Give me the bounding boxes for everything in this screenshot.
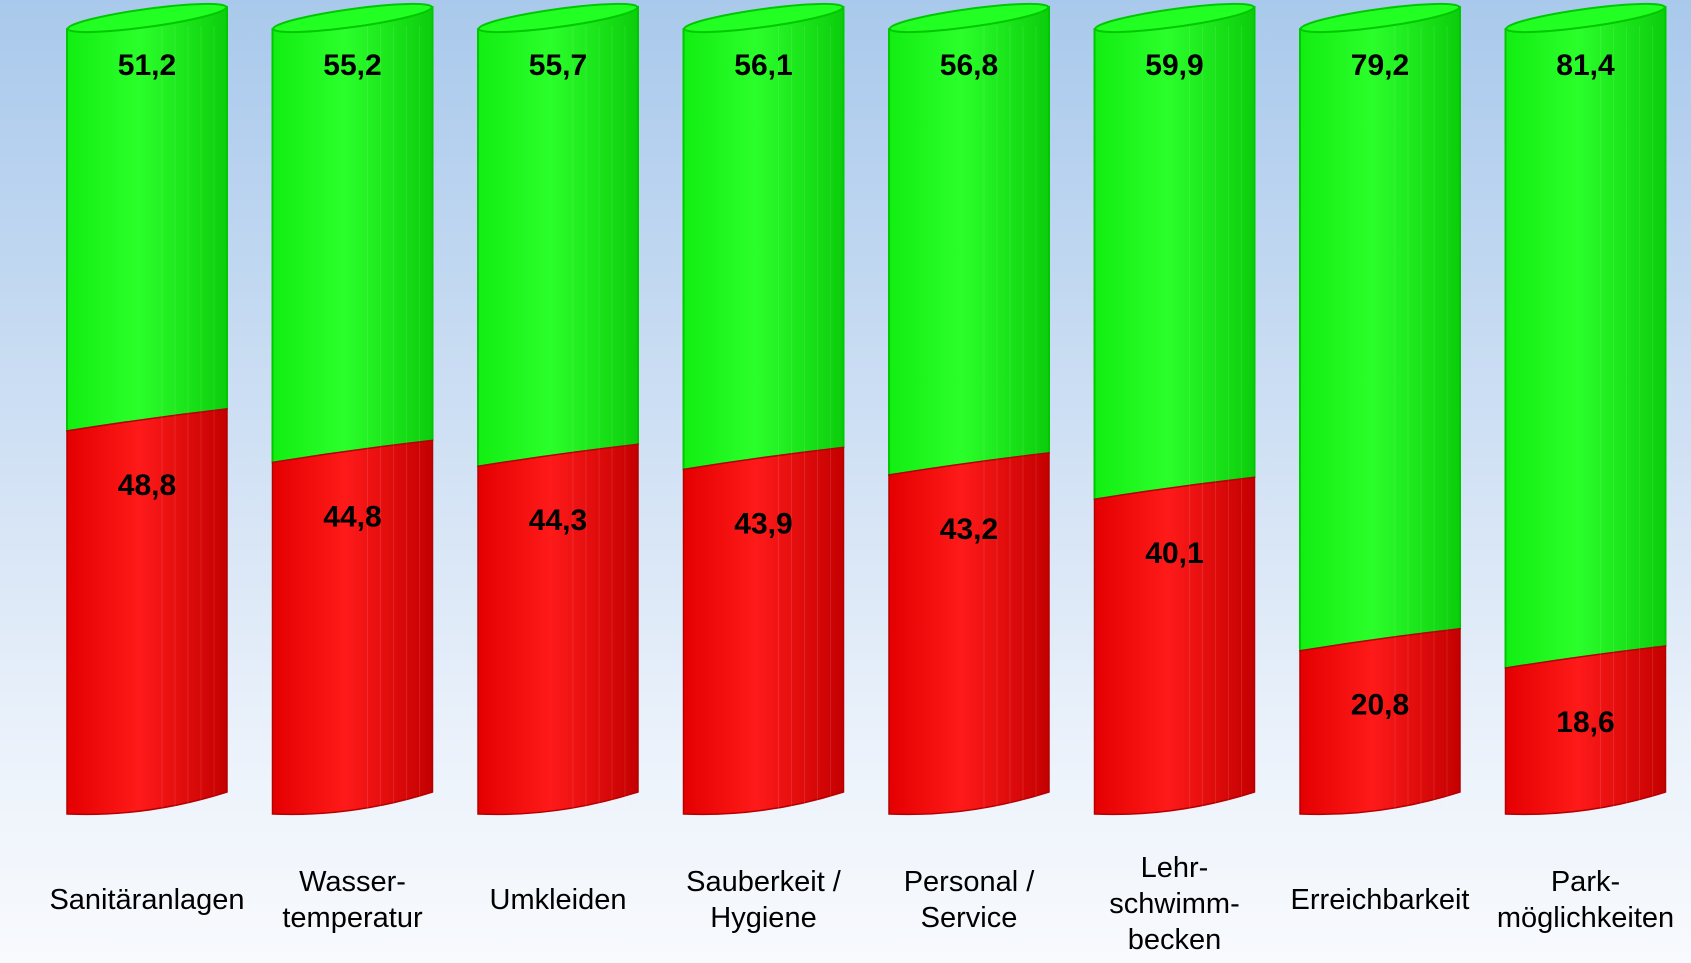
category-label-line: Sauberkeit / — [686, 866, 841, 898]
category-label-line: schwimm- — [1109, 888, 1240, 920]
category-label: Personal / Service — [869, 864, 1069, 936]
bar-group — [888, 2, 1050, 816]
bar-group — [477, 2, 639, 816]
bar-segment-red — [477, 443, 639, 816]
bar-top-cap — [888, 2, 1050, 34]
bar-segment-red — [1093, 476, 1256, 816]
bar-top-cap — [272, 2, 433, 34]
bar-top-cap — [1299, 2, 1461, 34]
data-label-red: 48,8 — [118, 469, 176, 502]
bar-segment-green — [1504, 5, 1667, 670]
bar-group — [271, 2, 434, 816]
bar-group — [682, 2, 845, 816]
bar-top-cap — [1505, 2, 1666, 34]
data-label-green: 55,7 — [529, 49, 587, 82]
category-label-line: Erreichbarkeit — [1290, 884, 1470, 916]
data-label-red: 43,9 — [734, 507, 792, 540]
category-label: Sanitäranlagen — [47, 882, 247, 918]
category-label-line: Service — [920, 902, 1018, 934]
data-label-green: 55,2 — [323, 49, 381, 82]
data-label-red: 44,8 — [323, 500, 381, 533]
data-label-green: 59,9 — [1145, 49, 1203, 82]
bar-group — [66, 2, 228, 816]
data-label-red: 20,8 — [1351, 689, 1409, 722]
bar-segment-red — [1504, 645, 1667, 816]
category-label: Park-möglichkeiten — [1486, 864, 1686, 936]
category-label: Wasser-temperatur — [253, 864, 453, 936]
bar-segment-green — [1299, 5, 1461, 653]
category-label: Erreichbarkeit — [1280, 882, 1480, 918]
category-label-line: Park- — [1550, 866, 1621, 898]
category-label: Lehr-schwimm-becken — [1075, 850, 1275, 958]
data-label-green: 79,2 — [1351, 49, 1409, 82]
bar-segment-red — [682, 446, 845, 816]
data-label-green: 81,4 — [1556, 49, 1615, 82]
category-label-line: Hygiene — [710, 902, 817, 934]
bar-segment-red — [271, 439, 434, 816]
data-label-red: 44,3 — [529, 504, 587, 537]
bar-segment-red — [1299, 627, 1461, 816]
category-label-line: Personal / — [903, 866, 1035, 898]
data-label-red: 43,2 — [940, 513, 998, 546]
data-label-green: 56,1 — [734, 49, 792, 82]
category-label-line: möglichkeiten — [1496, 902, 1675, 934]
bar-top-cap — [66, 2, 228, 34]
data-label-red: 40,1 — [1145, 537, 1203, 570]
bar-group — [1299, 2, 1461, 816]
category-label-line: becken — [1127, 924, 1222, 956]
category-label: Umkleiden — [458, 882, 658, 918]
category-label-line: Wasser- — [299, 866, 406, 898]
data-label-red: 18,6 — [1556, 706, 1614, 739]
bar-group — [1093, 2, 1256, 816]
bar-top-cap — [1094, 2, 1255, 34]
category-label: Sauberkeit / Hygiene — [664, 864, 864, 936]
bar-segment-red — [888, 452, 1050, 816]
bar-segment-red — [66, 408, 228, 816]
bar-group — [1504, 2, 1667, 816]
bar-top-cap — [477, 2, 639, 34]
data-label-green: 51,2 — [118, 49, 176, 82]
category-label-line: Sanitäranlagen — [49, 884, 245, 916]
bar-top-cap — [683, 2, 844, 34]
data-label-green: 56,8 — [940, 49, 998, 82]
category-label-line: temperatur — [282, 902, 423, 934]
category-label-line: Lehr- — [1140, 852, 1209, 884]
category-label-line: Umkleiden — [489, 884, 627, 916]
